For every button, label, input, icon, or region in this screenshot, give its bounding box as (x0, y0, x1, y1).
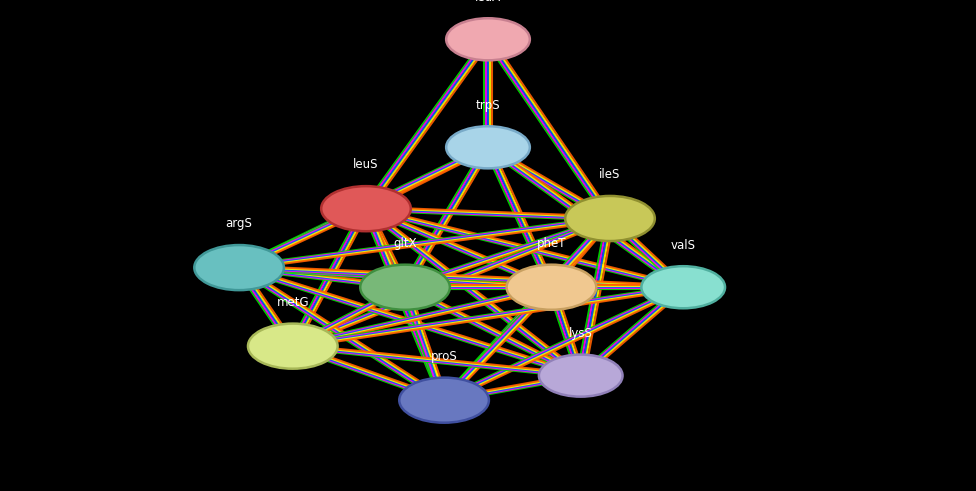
Circle shape (446, 126, 530, 168)
Text: argS: argS (225, 217, 253, 230)
Circle shape (194, 245, 284, 290)
Circle shape (565, 196, 655, 241)
Text: lysS: lysS (569, 327, 592, 340)
Text: leuS: leuS (353, 158, 379, 171)
Circle shape (507, 265, 596, 310)
Text: trpS: trpS (475, 99, 501, 112)
Circle shape (321, 186, 411, 231)
Text: pheT: pheT (537, 237, 566, 250)
Circle shape (641, 266, 725, 308)
Text: valS: valS (671, 239, 696, 252)
Text: gltX: gltX (393, 237, 417, 250)
Text: metG: metG (276, 296, 309, 309)
Text: ileS: ileS (599, 168, 621, 181)
Circle shape (539, 355, 623, 397)
Circle shape (248, 324, 338, 369)
Text: proS: proS (430, 350, 458, 363)
Text: leuA: leuA (475, 0, 501, 4)
Circle shape (446, 18, 530, 60)
Circle shape (399, 378, 489, 423)
Circle shape (360, 265, 450, 310)
